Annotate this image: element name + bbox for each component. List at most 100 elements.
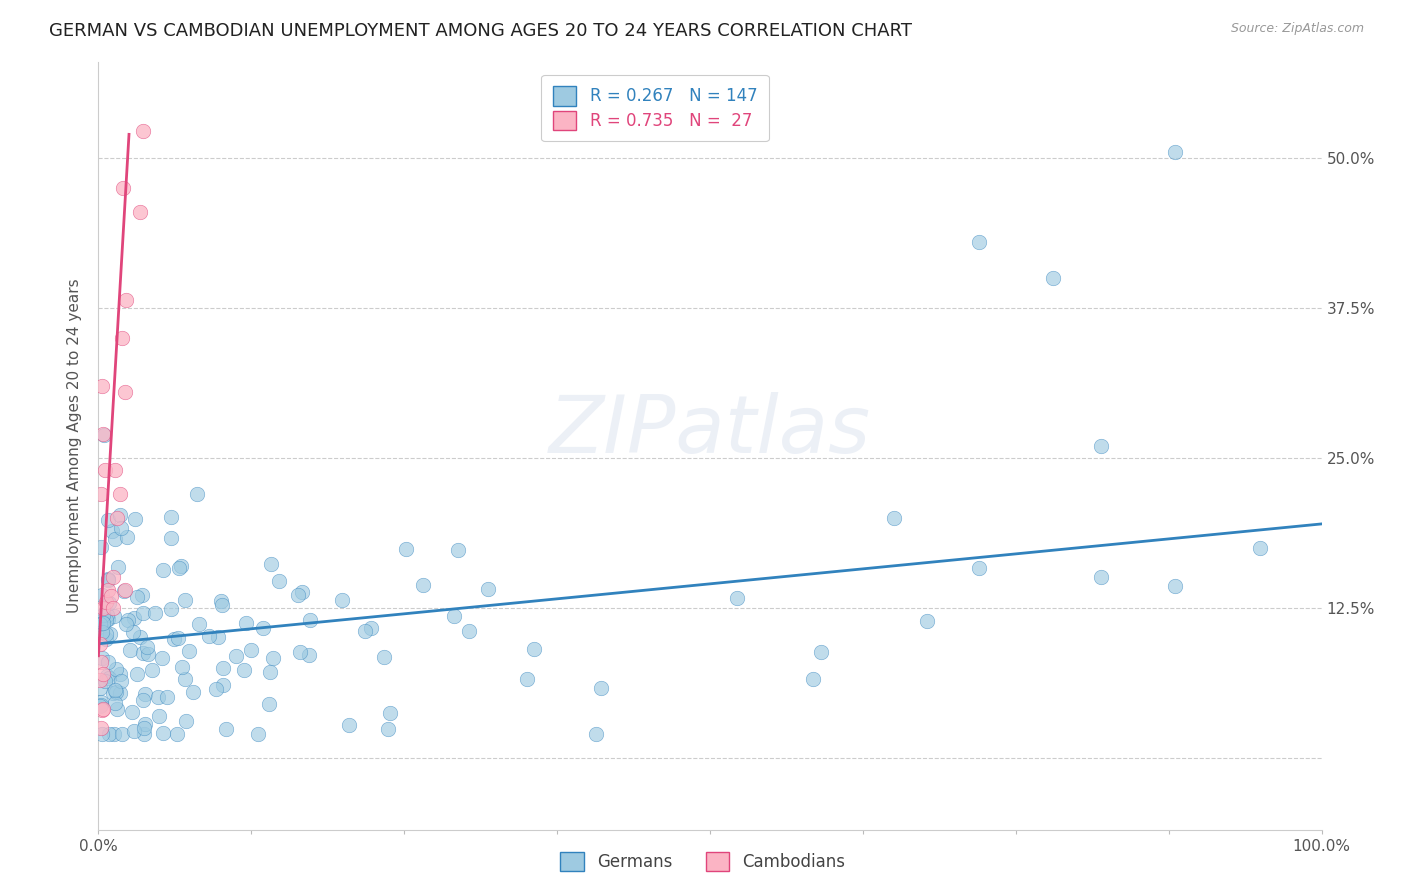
Point (1090, 570, 1112, 584)
Point (298, 648, 321, 663)
Point (132, 606, 155, 620)
Point (108, 666, 131, 681)
Point (89, 681, 111, 695)
Point (967, 561, 990, 575)
Point (259, 697, 281, 711)
Point (477, 582, 499, 597)
Point (1090, 439, 1112, 453)
Point (132, 646, 155, 660)
Point (131, 588, 153, 602)
Point (96, 613, 118, 627)
Point (89, 698, 111, 713)
Point (104, 682, 127, 697)
Point (725, 591, 748, 606)
Point (101, 570, 124, 584)
Point (207, 630, 229, 644)
Point (103, 608, 125, 623)
Point (104, 463, 127, 477)
Point (97, 572, 120, 586)
Point (104, 696, 127, 710)
Point (114, 385, 136, 400)
Point (98, 596, 121, 610)
Point (93, 615, 115, 630)
Point (378, 706, 401, 720)
Point (96, 669, 118, 683)
Point (159, 510, 181, 524)
Point (90, 726, 112, 740)
Point (129, 204, 152, 219)
Point (108, 508, 131, 522)
Point (591, 681, 613, 696)
Point (212, 677, 235, 691)
Point (177, 644, 200, 658)
Point (225, 648, 247, 663)
Point (94, 595, 117, 609)
Point (148, 690, 170, 704)
Point (91, 427, 114, 442)
Point (152, 563, 174, 577)
Point (267, 574, 290, 588)
Point (91, 588, 114, 602)
Y-axis label: Unemployment Among Ages 20 to 24 years: Unemployment Among Ages 20 to 24 years (67, 278, 83, 614)
Point (111, 181, 134, 195)
Point (1164, 579, 1187, 593)
Point (235, 615, 257, 630)
Point (103, 532, 125, 546)
Point (186, 487, 208, 501)
Point (174, 714, 197, 728)
Point (98, 726, 121, 740)
Point (160, 531, 183, 545)
Point (585, 726, 607, 740)
Point (98, 671, 121, 685)
Point (150, 651, 173, 665)
Point (377, 722, 399, 736)
Text: Source: ZipAtlas.com: Source: ZipAtlas.com (1230, 22, 1364, 36)
Point (101, 685, 124, 699)
Point (394, 542, 416, 557)
Point (127, 667, 149, 681)
Legend: R = 0.267   N = 147, R = 0.735   N =  27: R = 0.267 N = 147, R = 0.735 N = 27 (541, 75, 769, 142)
Point (1249, 541, 1271, 555)
Point (290, 585, 312, 599)
Point (111, 331, 134, 345)
Point (110, 487, 132, 501)
Point (156, 690, 179, 705)
Point (107, 560, 129, 574)
Point (122, 611, 145, 625)
Point (122, 625, 145, 640)
Point (124, 512, 146, 526)
Point (90, 540, 112, 554)
Point (148, 709, 170, 723)
Point (120, 643, 142, 657)
Point (105, 511, 128, 525)
Point (354, 624, 377, 639)
Point (170, 559, 193, 574)
Point (163, 632, 186, 647)
Point (103, 726, 125, 740)
Point (262, 650, 284, 665)
Point (1042, 271, 1064, 285)
Point (98, 626, 121, 640)
Point (412, 578, 434, 592)
Point (100, 589, 122, 603)
Point (90, 698, 112, 713)
Point (97, 582, 120, 597)
Point (260, 557, 283, 571)
Point (211, 661, 233, 675)
Point (252, 621, 274, 635)
Point (131, 124, 153, 138)
Point (188, 617, 211, 632)
Point (360, 621, 382, 635)
Point (101, 524, 124, 539)
Point (134, 721, 156, 735)
Point (443, 609, 465, 624)
Point (114, 293, 136, 307)
Point (111, 726, 134, 740)
Point (94, 627, 117, 641)
Point (259, 665, 281, 680)
Point (801, 672, 824, 686)
Point (91, 379, 114, 393)
Point (129, 630, 152, 644)
Point (110, 521, 132, 535)
Point (93, 463, 115, 477)
